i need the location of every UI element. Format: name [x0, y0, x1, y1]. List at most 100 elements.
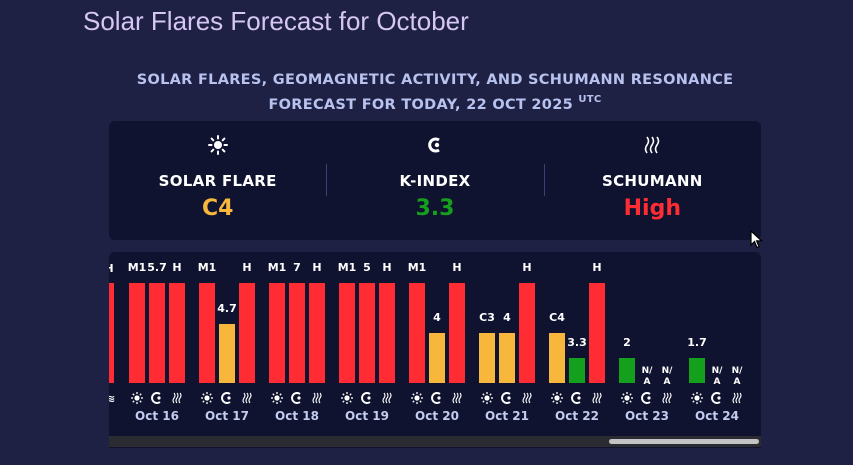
wave-icon: ≋ — [109, 394, 115, 405]
bar-value-label: H — [592, 261, 601, 274]
bar-oct-21-0 — [479, 333, 495, 383]
day-label: Oct 21 — [485, 409, 529, 423]
bar-oct-16-1 — [149, 283, 165, 383]
bar-oct-17-0 — [199, 283, 215, 383]
day-label: Oct 22 — [555, 409, 599, 423]
summary-panel: SOLAR FLARE C4 K-INDEX 3.3 SCHUMANN High — [109, 121, 761, 240]
day-label: Oct 23 — [625, 409, 669, 423]
bar-value-label: H — [522, 261, 531, 274]
bar-value-label: 4.7 — [217, 302, 237, 315]
magnet-icon — [571, 392, 581, 404]
wave-icon — [452, 392, 462, 404]
wave-icon — [522, 392, 532, 404]
bar-label-na: N/ — [662, 366, 674, 376]
bar-value-label: H — [382, 261, 391, 274]
magnet-icon — [711, 392, 721, 404]
bar-oct-22-1 — [569, 358, 585, 383]
bar-value-label: 5 — [363, 261, 371, 274]
magnet-icon — [291, 392, 301, 404]
bar-oct-19-1 — [359, 283, 375, 383]
bar-label-na: A — [644, 377, 651, 387]
bar-oct-17-2 — [239, 283, 255, 383]
bar-value-label: C4 — [549, 311, 565, 324]
bar-oct-22-0 — [549, 333, 565, 383]
bar-value-label: M1 — [128, 261, 147, 274]
wave-icon — [662, 392, 672, 404]
bar-value-label: H — [452, 261, 461, 274]
bar-label-na: A — [714, 377, 721, 387]
bar-oct-16-0 — [129, 283, 145, 383]
page-title: Solar Flares Forecast for October — [83, 6, 469, 36]
bar-label-na: N/ — [712, 366, 724, 376]
solar-flare-value: C4 — [201, 196, 234, 221]
wave-icon — [242, 392, 252, 404]
bar-oct-23-0 — [619, 358, 635, 383]
magnet-icon — [151, 392, 161, 404]
mouse-cursor-icon — [750, 230, 764, 249]
summary-schumann: SCHUMANN High — [543, 121, 761, 240]
bar-value-label: M1 — [408, 261, 427, 274]
wave-icon — [642, 135, 662, 155]
summary-label: SOLAR FLARE — [158, 172, 277, 190]
bar-value-label: H — [172, 261, 181, 274]
wave-icon — [172, 392, 182, 404]
bar-oct-16-2 — [169, 283, 185, 383]
bar-value-label: 4 — [503, 311, 511, 324]
bar-oct-17-1 — [219, 324, 235, 383]
day-label: Oct 20 — [415, 409, 459, 423]
scrollbar-thumb[interactable] — [609, 439, 759, 444]
sun-icon — [551, 392, 563, 404]
subtitle-line-2: FORECAST FOR TODAY, 22 OCT 2025 UTC — [268, 94, 602, 113]
bar-oct-19-2 — [379, 283, 395, 383]
bar-value-label: C3 — [479, 311, 495, 324]
bar-value-label: H — [312, 261, 321, 274]
magnet-icon — [641, 392, 651, 404]
timezone-label: UTC — [578, 94, 602, 105]
bar-value-label: 2 — [623, 336, 631, 349]
day-label: Oct 17 — [205, 409, 249, 423]
sun-icon — [131, 392, 143, 404]
bar-label-partial: H — [109, 262, 114, 275]
bar-value-label: 4 — [433, 311, 441, 324]
wave-icon — [382, 392, 392, 404]
bar-oct-20-1 — [429, 333, 445, 383]
bar-oct-19-0 — [339, 283, 355, 383]
summary-k-index: K-INDEX 3.3 — [326, 121, 543, 240]
day-label: Oct 18 — [275, 409, 319, 423]
bar-label-na: A — [734, 377, 741, 387]
chart-scrollbar[interactable] — [109, 436, 761, 447]
sun-icon — [341, 392, 353, 404]
bar-partial-previous-day — [109, 283, 114, 383]
bar-value-label: M1 — [268, 261, 287, 274]
sun-icon — [201, 392, 213, 404]
sun-icon — [621, 392, 633, 404]
bar-oct-20-0 — [409, 283, 425, 383]
day-label: Oct 19 — [345, 409, 389, 423]
bar-oct-24-0 — [689, 358, 705, 383]
wave-icon — [592, 392, 602, 404]
sun-icon — [481, 392, 493, 404]
sun-icon — [207, 135, 228, 155]
bar-oct-18-2 — [309, 283, 325, 383]
bar-label-na: N/ — [642, 366, 654, 376]
bar-oct-20-2 — [449, 283, 465, 383]
bar-value-label: H — [242, 261, 251, 274]
sun-icon — [691, 392, 703, 404]
bar-value-label: 1.7 — [687, 336, 707, 349]
sun-icon — [411, 392, 423, 404]
bar-label-na: A — [664, 377, 671, 387]
magnet-icon — [501, 392, 511, 404]
bar-oct-22-2 — [589, 283, 605, 383]
k-index-value: 3.3 — [415, 196, 455, 221]
magnet-icon — [221, 392, 231, 404]
wave-icon — [732, 392, 742, 404]
bar-oct-21-1 — [499, 333, 515, 383]
bar-oct-18-0 — [269, 283, 285, 383]
summary-label: SCHUMANN — [602, 172, 703, 190]
magnet-icon — [361, 392, 371, 404]
bar-value-label: 3.3 — [567, 336, 587, 349]
bar-value-label: M1 — [338, 261, 357, 274]
sun-icon — [271, 392, 283, 404]
